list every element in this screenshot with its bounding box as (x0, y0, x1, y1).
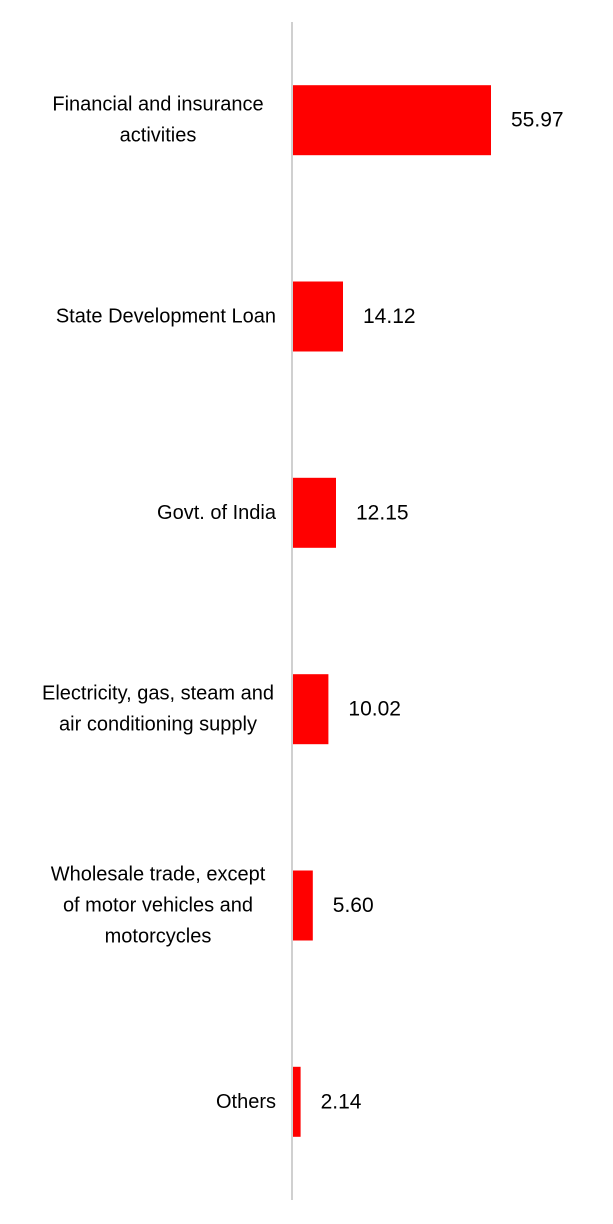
value-label-2: 12.15 (356, 501, 409, 524)
category-label-2-line-0: Govt. of India (157, 502, 277, 524)
bar-4 (293, 870, 313, 941)
category-label-4-line-0: Wholesale trade, except (51, 864, 266, 886)
category-label-5: Others (216, 1091, 276, 1113)
value-label-1: 14.12 (363, 305, 416, 328)
value-label-0: 55.97 (511, 109, 564, 132)
category-label-5-line-0: Others (216, 1091, 276, 1113)
category-label-1: State Development Loan (56, 306, 276, 328)
bar-2 (293, 477, 336, 548)
bar-3 (293, 674, 329, 745)
bar-1 (293, 281, 343, 352)
category-label-0-line-1: activities (120, 125, 197, 147)
category-label-0-line-0: Financial and insurance (52, 94, 263, 116)
category-label-3-line-0: Electricity, gas, steam and (42, 683, 274, 705)
bar-0 (293, 85, 491, 156)
category-label-4-line-1: of motor vehicles and (63, 895, 253, 917)
category-label-2: Govt. of India (157, 502, 277, 524)
category-label-3-line-1: air conditioning supply (59, 714, 257, 736)
value-label-4: 5.60 (333, 894, 374, 917)
value-label-3: 10.02 (348, 698, 401, 721)
labels-layer: 55.97 Financial and insurance activities 14… (42, 94, 564, 1114)
category-label-4: Wholesale trade, except of motor vehicles… (51, 864, 266, 948)
bars-layer (293, 85, 491, 1137)
category-label-4-line-2: motorcycles (105, 926, 212, 948)
category-label-3: Electricity, gas, steam and air condition… (42, 683, 274, 736)
category-label-1-line-0: State Development Loan (56, 306, 276, 328)
value-label-5: 2.14 (321, 1090, 362, 1113)
bar-5 (293, 1066, 301, 1137)
category-label-0: Financial and insurance activities (52, 94, 263, 147)
